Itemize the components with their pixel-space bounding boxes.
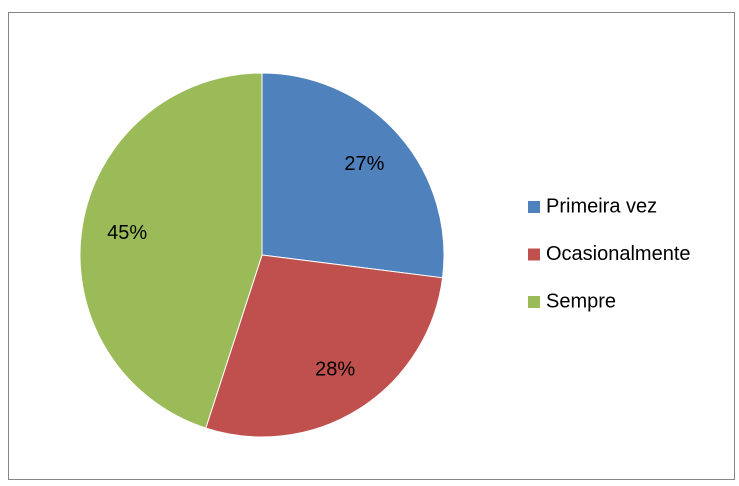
legend-swatch [528,248,540,261]
legend-swatch [528,201,540,213]
pie-slice [205,254,444,438]
data-label: 45% [107,222,147,244]
legend-label: Sempre [546,290,616,312]
legend-label: Ocasionalmente [546,243,691,265]
data-label: 27% [344,153,384,175]
pie-slice [261,72,445,279]
data-label: 28% [315,359,355,381]
pie-slice [79,72,263,429]
legend-swatch [528,296,540,308]
legend-label: Primeira vez [546,195,657,217]
